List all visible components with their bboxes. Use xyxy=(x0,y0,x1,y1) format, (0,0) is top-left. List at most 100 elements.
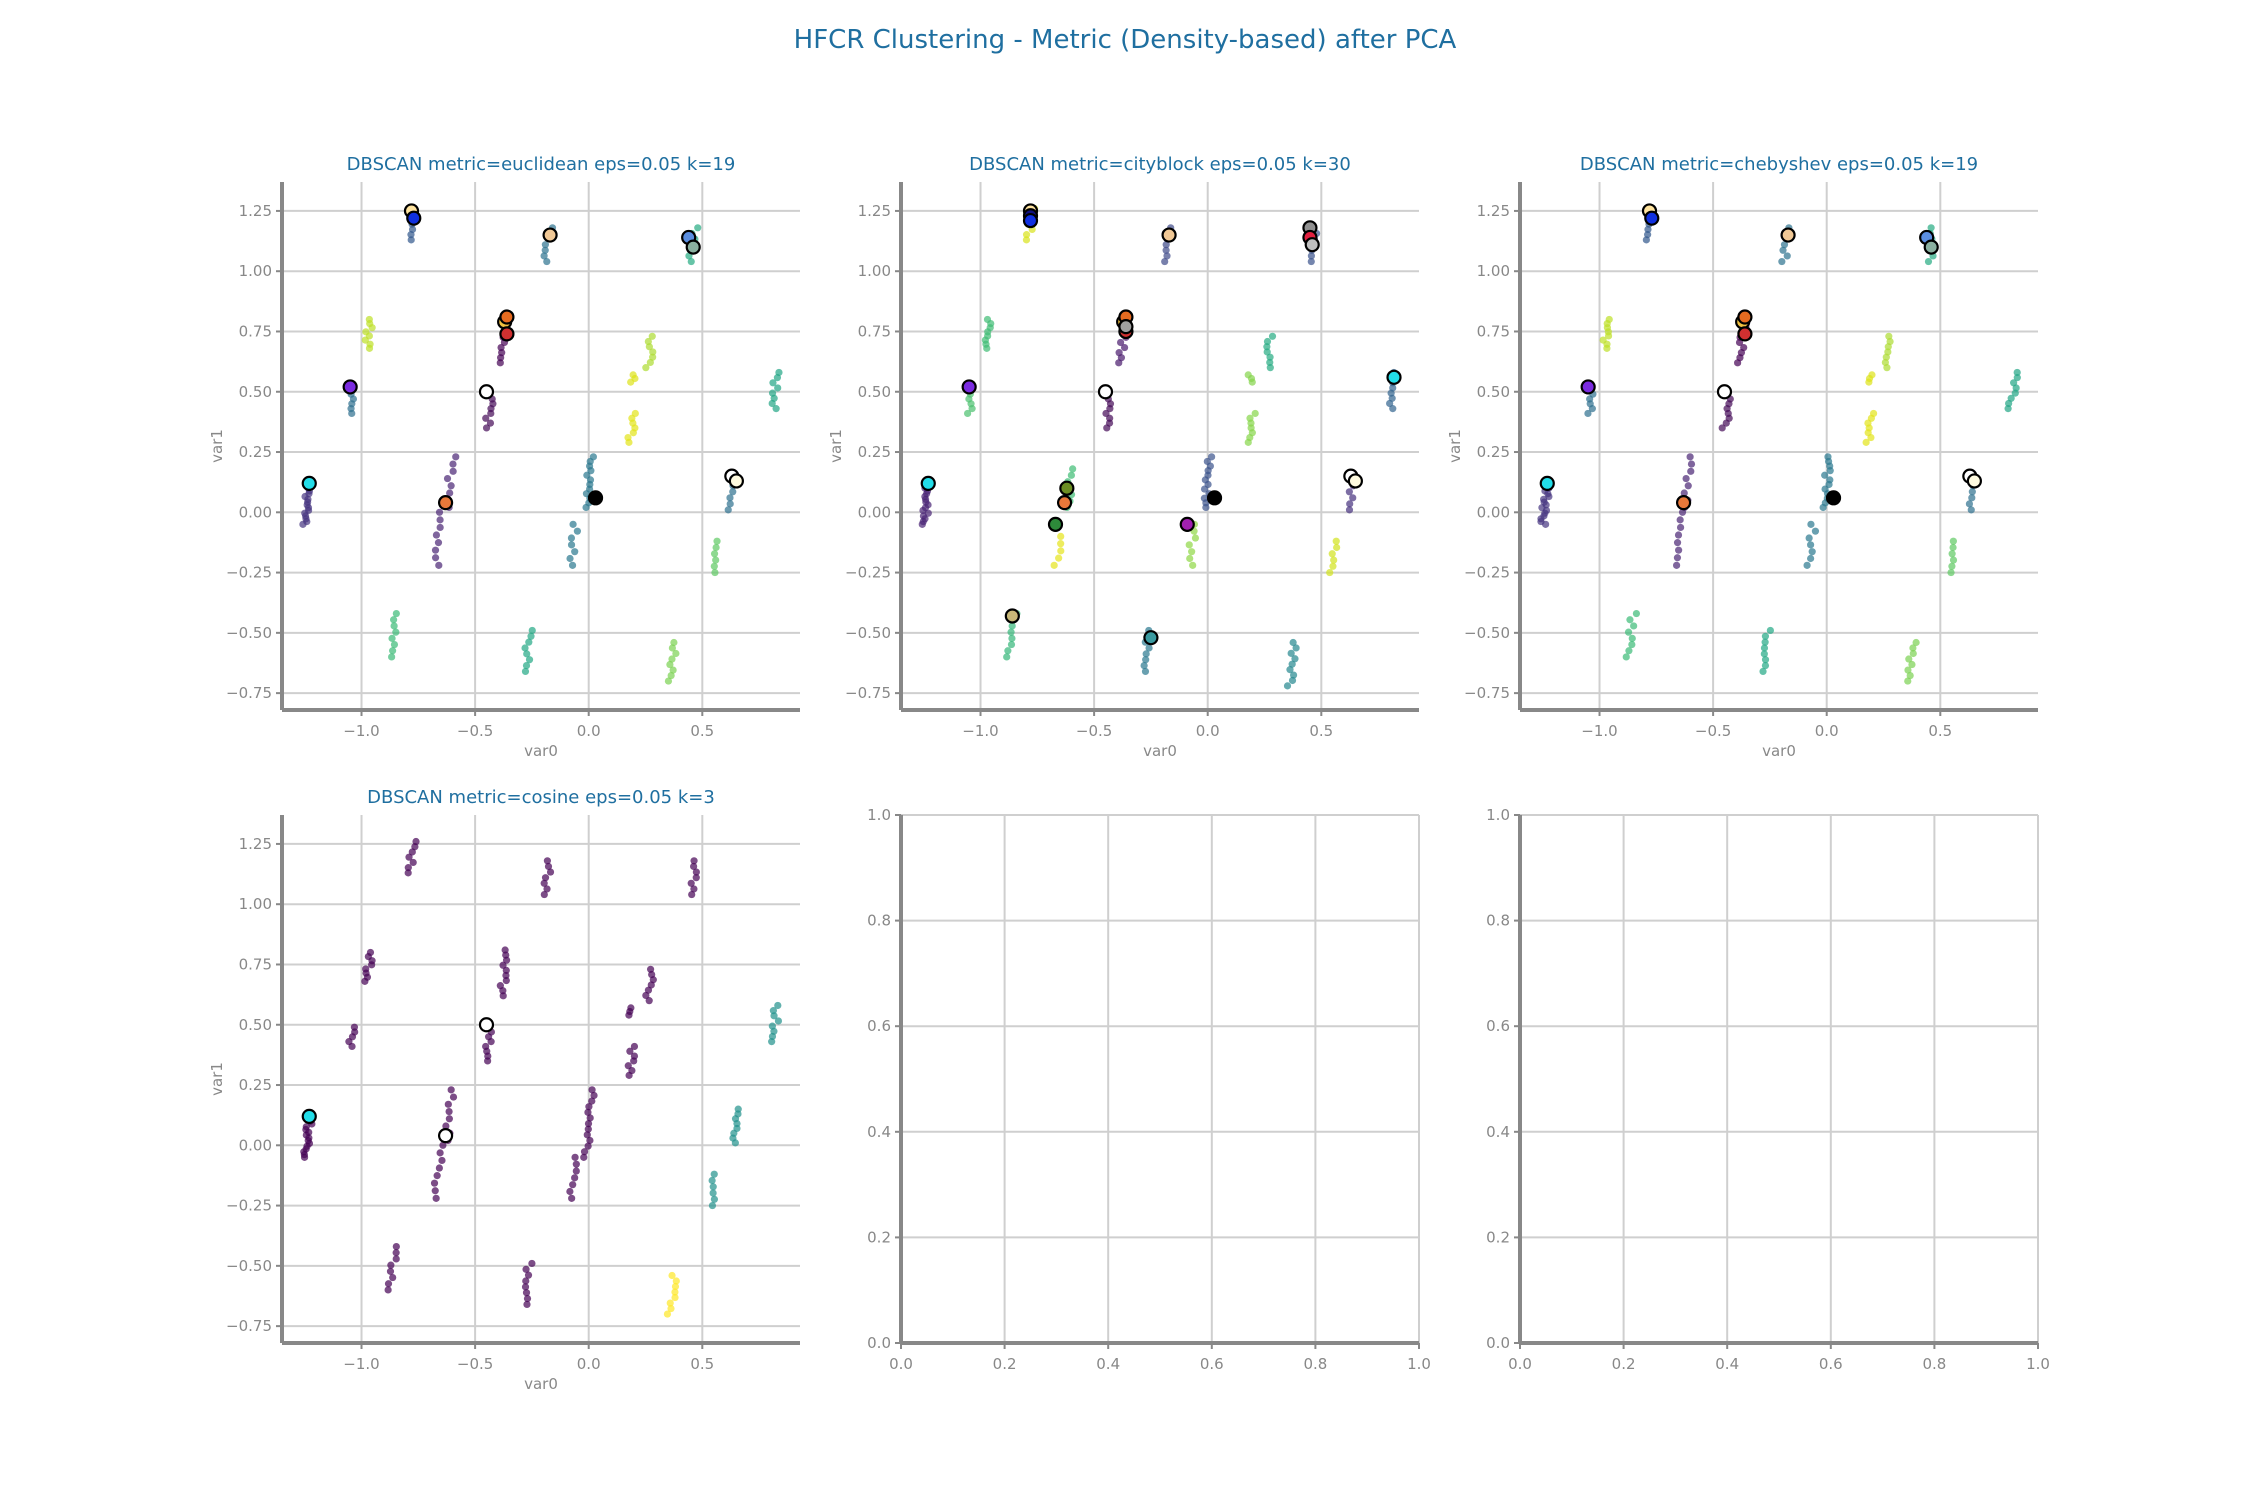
data-point xyxy=(541,246,549,254)
data-point xyxy=(523,1300,531,1309)
data-point xyxy=(712,556,720,564)
data-point xyxy=(1266,364,1274,372)
data-point xyxy=(1676,523,1685,532)
data-point xyxy=(523,1294,532,1303)
data-point xyxy=(1909,649,1917,658)
data-point xyxy=(1905,655,1913,663)
tick-label-x: 0.8 xyxy=(1922,1355,1946,1373)
data-point xyxy=(436,1149,444,1157)
data-point xyxy=(572,1167,580,1175)
data-point xyxy=(670,638,678,647)
data-point xyxy=(1116,338,1125,347)
data-point xyxy=(482,414,490,422)
data-point xyxy=(1022,231,1031,239)
data-point xyxy=(664,677,673,685)
data-point xyxy=(774,1001,782,1010)
centroid-marker xyxy=(1644,210,1660,226)
data-point xyxy=(1349,494,1357,502)
data-point xyxy=(540,890,548,899)
data-point xyxy=(774,1017,783,1025)
data-point xyxy=(1806,541,1815,549)
data-point xyxy=(1186,554,1194,563)
data-point xyxy=(407,236,415,244)
tick-label-x: 0.6 xyxy=(1200,1355,1224,1373)
data-point xyxy=(366,340,374,348)
data-point xyxy=(646,965,655,973)
data-point xyxy=(386,1267,395,1275)
tick-label-x: 0.5 xyxy=(1309,722,1333,740)
tick-label-x: 0.4 xyxy=(1096,1355,1120,1373)
data-point xyxy=(573,527,581,535)
tick-label-y: 1.0 xyxy=(867,806,891,824)
data-point xyxy=(569,520,577,528)
centroid-marker xyxy=(920,475,936,491)
data-point xyxy=(1162,246,1170,254)
centroid-marker xyxy=(301,1108,317,1124)
centroid-marker xyxy=(342,379,358,395)
data-point xyxy=(1286,666,1294,674)
tick-label-y: 0.75 xyxy=(858,322,891,340)
data-point xyxy=(496,359,504,367)
data-point xyxy=(1288,660,1296,668)
data-point xyxy=(521,1283,530,1291)
data-point xyxy=(1778,257,1786,266)
data-point xyxy=(568,1194,576,1202)
data-point xyxy=(1203,457,1211,466)
tick-label-y: 0.4 xyxy=(1486,1123,1510,1141)
data-point xyxy=(1288,676,1297,685)
data-point xyxy=(1783,252,1791,260)
data-point xyxy=(1185,541,1193,549)
data-point xyxy=(1599,336,1607,344)
data-point xyxy=(435,1164,443,1172)
data-point xyxy=(569,1181,577,1189)
data-point xyxy=(1644,231,1652,239)
tick-label-x: 0.0 xyxy=(1196,722,1220,740)
data-point xyxy=(1330,556,1338,564)
data-point xyxy=(690,862,698,871)
tick-label-x: −1.0 xyxy=(1581,722,1617,740)
data-point xyxy=(528,626,536,635)
tick-label-y: 0.2 xyxy=(867,1228,891,1246)
data-point xyxy=(713,537,721,545)
centroid-marker xyxy=(1004,608,1020,624)
data-point xyxy=(588,1097,596,1105)
tick-label-y: 1.00 xyxy=(1477,262,1510,280)
subplot-title: DBSCAN metric=chebyshev eps=0.05 k=19 xyxy=(1580,154,1978,175)
data-point xyxy=(729,488,737,496)
data-point xyxy=(1948,562,1956,570)
tick-label-x: −1.0 xyxy=(343,722,379,740)
data-point xyxy=(525,656,534,664)
data-point xyxy=(1740,343,1748,352)
data-point xyxy=(1333,543,1341,552)
data-point xyxy=(501,946,509,954)
data-point xyxy=(1630,622,1638,630)
centroid-marker xyxy=(542,227,558,243)
data-point xyxy=(540,879,548,887)
data-point xyxy=(1345,488,1353,496)
tick-label-x: 0.4 xyxy=(1715,1355,1739,1373)
data-point xyxy=(1540,495,1548,503)
tick-label-y: 0.00 xyxy=(858,503,891,521)
data-point xyxy=(1672,561,1681,569)
data-point xyxy=(390,640,399,649)
data-point xyxy=(1329,562,1337,570)
data-point xyxy=(924,509,932,517)
tick-label-y: 0.00 xyxy=(1477,503,1510,521)
data-point xyxy=(769,1007,777,1015)
data-point xyxy=(522,1265,530,1273)
data-point xyxy=(449,1093,458,1101)
data-point xyxy=(1161,257,1169,266)
data-point xyxy=(431,546,440,554)
x-axis-label: var0 xyxy=(1143,742,1177,760)
data-point xyxy=(709,1189,717,1197)
tick-label-y: −0.50 xyxy=(1464,624,1510,642)
data-point xyxy=(432,1194,440,1202)
data-point xyxy=(1102,409,1110,418)
data-point xyxy=(543,257,551,266)
tick-label-x: 1.0 xyxy=(1407,1355,1431,1373)
data-point xyxy=(1389,384,1397,392)
tick-label-y: 0.75 xyxy=(239,955,272,973)
data-point xyxy=(571,548,579,556)
tick-label-x: −1.0 xyxy=(962,722,998,740)
tick-label-x: 0.5 xyxy=(1928,722,1952,740)
